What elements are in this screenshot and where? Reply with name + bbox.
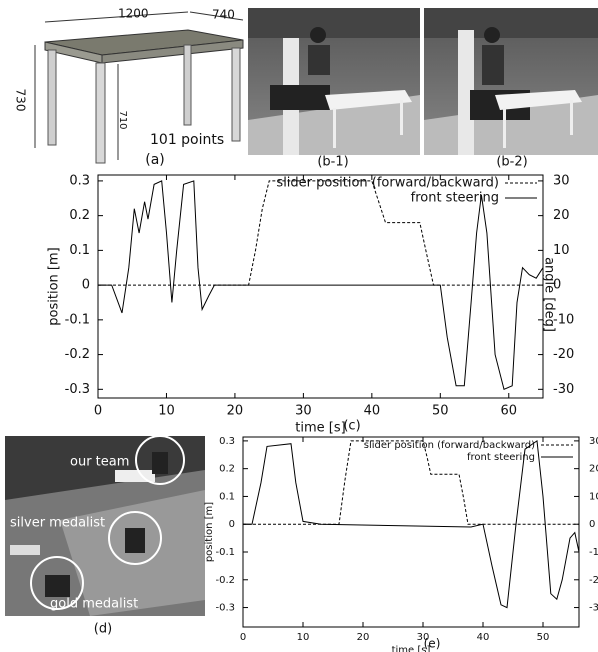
y2-tick-label: -30 xyxy=(589,603,598,614)
photo xyxy=(424,8,598,155)
y2-tick-label: 20 xyxy=(553,208,570,223)
y-tick-label: 0.3 xyxy=(69,173,90,188)
legend-label: front steering xyxy=(411,191,499,206)
series-line xyxy=(243,440,580,609)
y2-axis-label: angle [deg] xyxy=(542,257,557,332)
y2-tick-label: 10 xyxy=(553,243,570,258)
dim-label: 710 xyxy=(117,110,128,129)
y2-tick-label: 0 xyxy=(553,278,561,293)
legend-label: front steering xyxy=(467,452,535,463)
x-axis-label: time [s] xyxy=(295,420,345,435)
y2-tick-label: 30 xyxy=(553,173,570,188)
y-tick-label: 0 xyxy=(82,278,90,293)
y2-tick-label: 30 xyxy=(589,436,598,447)
x-tick-label: 30 xyxy=(295,404,312,419)
panel-label: (e) xyxy=(424,637,441,651)
y-tick-label: -0.2 xyxy=(65,347,90,362)
y2-tick-label: 10 xyxy=(589,491,598,502)
y2-tick-label: -20 xyxy=(589,575,598,586)
dim-label: 1200 xyxy=(118,7,149,21)
photo-annotation: our team xyxy=(70,455,129,470)
y-tick-label: -0.1 xyxy=(65,312,90,327)
y2-tick-label: -20 xyxy=(553,347,574,362)
x-tick-label: 0 xyxy=(240,632,246,643)
x-tick-label: 30 xyxy=(417,632,430,643)
y2-tick-label: 20 xyxy=(589,464,598,475)
photo xyxy=(248,8,420,155)
y-tick-label: 0 xyxy=(229,519,235,530)
y-tick-label: 0.2 xyxy=(219,464,235,475)
series-line xyxy=(243,440,579,525)
photo-annotation: gold medalist xyxy=(50,597,138,612)
x-tick-label: 0 xyxy=(94,404,102,419)
y-tick-label: 0.2 xyxy=(69,208,90,223)
x-axis-label: time [s] xyxy=(392,645,431,652)
x-tick-label: 50 xyxy=(432,404,449,419)
point-note: 101 points xyxy=(150,132,224,148)
x-tick-label: 50 xyxy=(537,632,550,643)
legend-label: slider position (forward/backward) xyxy=(364,440,535,451)
table-drawing xyxy=(34,11,244,164)
x-tick-label: 20 xyxy=(227,404,244,419)
photo xyxy=(5,435,205,616)
x-tick-label: 40 xyxy=(364,404,381,419)
y2-tick-label: -10 xyxy=(553,312,574,327)
panel-label: (b-2) xyxy=(496,155,527,170)
y-tick-label: 0.3 xyxy=(219,436,235,447)
y-axis-label: position [m] xyxy=(204,502,215,562)
legend-label: slider position (forward/backward) xyxy=(276,176,499,191)
plot-frame xyxy=(97,174,544,399)
y-axis-label: position [m] xyxy=(46,247,61,325)
y2-tick-label: -30 xyxy=(553,382,574,397)
y-tick-label: 0.1 xyxy=(219,491,235,502)
y-tick-label: -0.3 xyxy=(65,382,90,397)
y-tick-label: -0.2 xyxy=(215,575,235,586)
series-line xyxy=(98,180,543,286)
panel-label: (c) xyxy=(343,419,360,434)
y2-tick-label: 0 xyxy=(589,519,595,530)
y-tick-label: -0.3 xyxy=(215,603,235,614)
y-tick-label: 0.1 xyxy=(69,243,90,258)
x-tick-label: 10 xyxy=(297,632,310,643)
series-line xyxy=(98,180,544,390)
x-tick-label: 40 xyxy=(477,632,490,643)
x-tick-label: 60 xyxy=(500,404,517,419)
photo-annotation: silver medalist xyxy=(10,516,105,531)
dim-label: 730 xyxy=(14,89,28,112)
x-tick-label: 10 xyxy=(158,404,175,419)
x-tick-label: 20 xyxy=(357,632,370,643)
dim-label: 740 xyxy=(212,8,235,22)
y2-tick-label: -10 xyxy=(589,547,598,558)
panel-label: (b-1) xyxy=(317,155,348,170)
panel-label: (d) xyxy=(94,622,112,637)
panel-label: (a) xyxy=(145,152,165,168)
plot-frame xyxy=(242,436,580,628)
y-tick-label: -0.1 xyxy=(215,547,235,558)
